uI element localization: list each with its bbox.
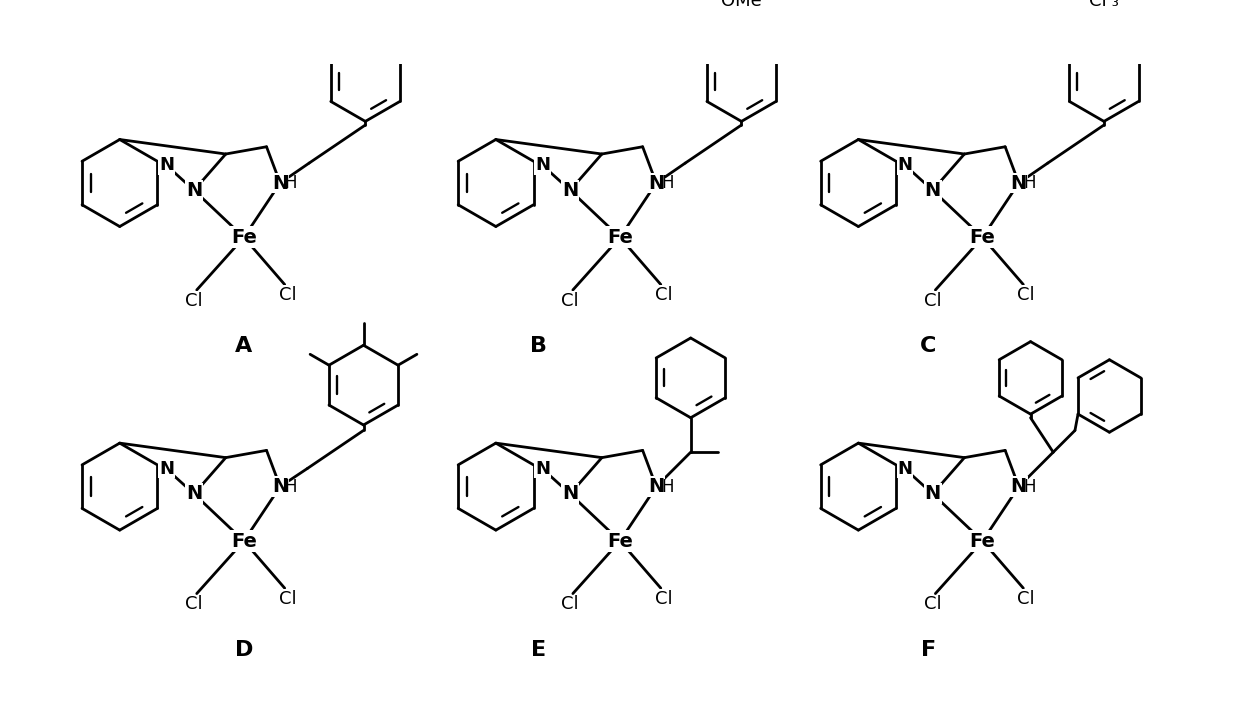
- Text: Cl: Cl: [185, 292, 203, 310]
- Text: Fe: Fe: [608, 228, 632, 247]
- Text: N: N: [562, 484, 578, 503]
- Text: Cl: Cl: [562, 595, 579, 613]
- Text: F: F: [920, 640, 936, 660]
- Text: Cl: Cl: [279, 287, 296, 304]
- Text: N: N: [186, 484, 202, 503]
- Text: N: N: [536, 459, 551, 477]
- Text: N: N: [925, 484, 941, 503]
- Text: H: H: [1023, 174, 1035, 192]
- Text: H: H: [1023, 477, 1035, 496]
- Text: A: A: [236, 336, 253, 356]
- Text: N: N: [649, 477, 665, 496]
- Text: Cl: Cl: [1017, 287, 1035, 304]
- Text: Cl: Cl: [924, 292, 941, 310]
- Text: N: N: [898, 459, 913, 477]
- Text: Cl: Cl: [1017, 590, 1035, 608]
- Text: Cl: Cl: [924, 595, 941, 613]
- Text: Cl: Cl: [655, 287, 672, 304]
- Text: N: N: [272, 477, 288, 496]
- Text: H: H: [285, 174, 298, 192]
- Text: D: D: [234, 640, 253, 660]
- Text: N: N: [159, 459, 174, 477]
- Text: H: H: [661, 174, 673, 192]
- Text: H: H: [661, 477, 673, 496]
- Text: B: B: [529, 336, 547, 356]
- Text: N: N: [925, 181, 941, 200]
- Text: N: N: [1011, 174, 1027, 193]
- Text: H: H: [285, 477, 298, 496]
- Text: N: N: [272, 174, 288, 193]
- Text: N: N: [186, 181, 202, 200]
- Text: Fe: Fe: [231, 531, 257, 550]
- Text: N: N: [536, 156, 551, 174]
- Text: OMe: OMe: [722, 0, 761, 10]
- Text: N: N: [898, 156, 913, 174]
- Text: N: N: [1011, 477, 1027, 496]
- Text: CF₃: CF₃: [1089, 0, 1118, 10]
- Text: E: E: [531, 640, 546, 660]
- Text: Fe: Fe: [970, 531, 996, 550]
- Text: Fe: Fe: [970, 228, 996, 247]
- Text: Cl: Cl: [279, 590, 296, 608]
- Text: Fe: Fe: [608, 531, 632, 550]
- Text: Cl: Cl: [185, 595, 203, 613]
- Text: Cl: Cl: [562, 292, 579, 310]
- Text: Cl: Cl: [655, 590, 672, 608]
- Text: N: N: [562, 181, 578, 200]
- Text: C: C: [920, 336, 936, 356]
- Text: Fe: Fe: [231, 228, 257, 247]
- Text: N: N: [159, 156, 174, 174]
- Text: N: N: [649, 174, 665, 193]
